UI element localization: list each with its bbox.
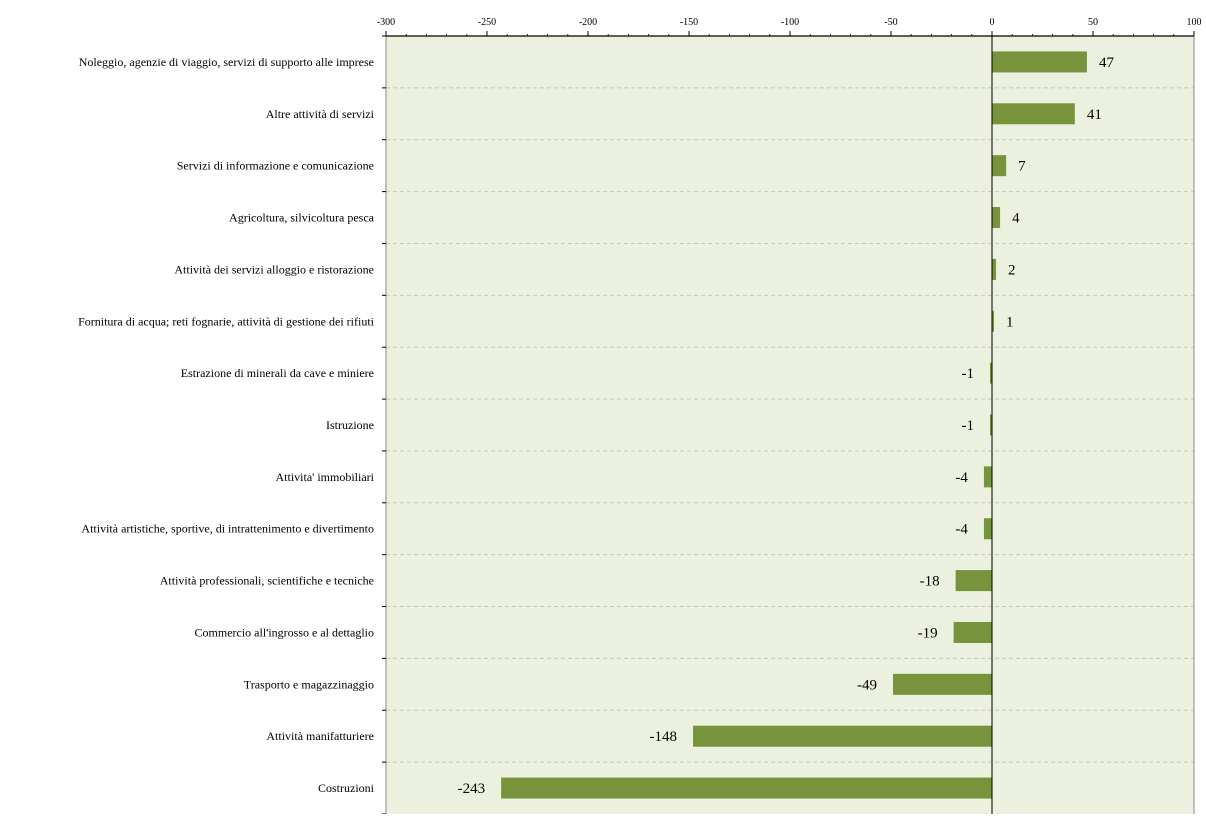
bar: [992, 310, 995, 332]
category-label: Altre attività di servizi: [266, 107, 375, 121]
gridlines: [385, 36, 1195, 814]
data-label: 4: [1012, 211, 1020, 227]
category-label: Commercio all'ingrosso e al dettaglio: [195, 625, 374, 639]
bar: [992, 258, 997, 280]
category-label: Attività professionali, scientifiche e t…: [160, 574, 374, 588]
bar: [989, 362, 992, 384]
category-label: Servizi di informazione e comunicazione: [177, 159, 374, 173]
data-label: -243: [458, 781, 486, 797]
x-tick-label: -100: [781, 17, 799, 28]
bar: [983, 518, 992, 540]
category-label: Costruzioni: [318, 781, 375, 795]
category-label: Attivita' immobiliari: [276, 470, 375, 484]
category-label: Noleggio, agenzie di viaggio, servizi di…: [79, 55, 374, 69]
data-label: -18: [920, 574, 940, 590]
data-label: -148: [650, 729, 678, 745]
bar: [983, 466, 992, 488]
bar: [992, 51, 1087, 73]
x-tick-label: -200: [579, 17, 597, 28]
x-tick-label: 100: [1187, 17, 1202, 28]
bars: [501, 51, 1087, 799]
data-label: -4: [955, 522, 968, 538]
category-label: Attività manifatturiere: [266, 729, 374, 743]
x-tick-label: -50: [884, 17, 897, 28]
data-label: -1: [961, 366, 974, 382]
data-label: 47: [1099, 55, 1115, 71]
category-label: Estrazione di minerali da cave e miniere: [181, 366, 374, 380]
category-labels: Noleggio, agenzie di viaggio, servizi di…: [78, 55, 375, 795]
bar: [501, 777, 992, 799]
category-label: Istruzione: [326, 418, 374, 432]
x-tick-label: -300: [377, 17, 395, 28]
bar: [893, 673, 992, 695]
data-label: -1: [961, 418, 974, 434]
data-label: -4: [955, 470, 968, 486]
x-tick-label: 50: [1088, 17, 1098, 28]
bar: [992, 155, 1007, 177]
data-label: 41: [1087, 107, 1102, 123]
data-label: 2: [1008, 262, 1016, 278]
data-labels: 47 41 7 4 2 1 -1 -1 -4 -4 -18 -19 -49 -148 -243: [458, 55, 1115, 797]
x-tick-label: -250: [478, 17, 496, 28]
data-label: 1: [1006, 314, 1014, 330]
x-tick-label: 0: [990, 17, 995, 28]
bar: [953, 621, 992, 643]
category-label: Attività dei servizi alloggio e ristoraz…: [174, 262, 374, 276]
category-label: Trasporto e magazzinaggio: [244, 677, 374, 691]
category-label: Attività artistiche, sportive, di intrat…: [81, 522, 374, 536]
bar: [693, 725, 992, 747]
data-label: -49: [857, 677, 877, 693]
data-label: 7: [1018, 159, 1026, 175]
category-label: Agricoltura, silvicoltura pesca: [229, 211, 375, 225]
x-axis: -300 -250 -200 -150 -100 -50 0 50 100: [377, 17, 1202, 815]
plot-area: [386, 36, 1194, 814]
bar: [955, 570, 992, 592]
bar: [992, 103, 1075, 125]
data-label: -19: [918, 625, 938, 641]
bar: [992, 207, 1001, 229]
bar: [989, 414, 992, 436]
category-label: Fornitura di acqua; reti fognarie, attiv…: [78, 314, 375, 328]
x-tick-label: -150: [680, 17, 698, 28]
